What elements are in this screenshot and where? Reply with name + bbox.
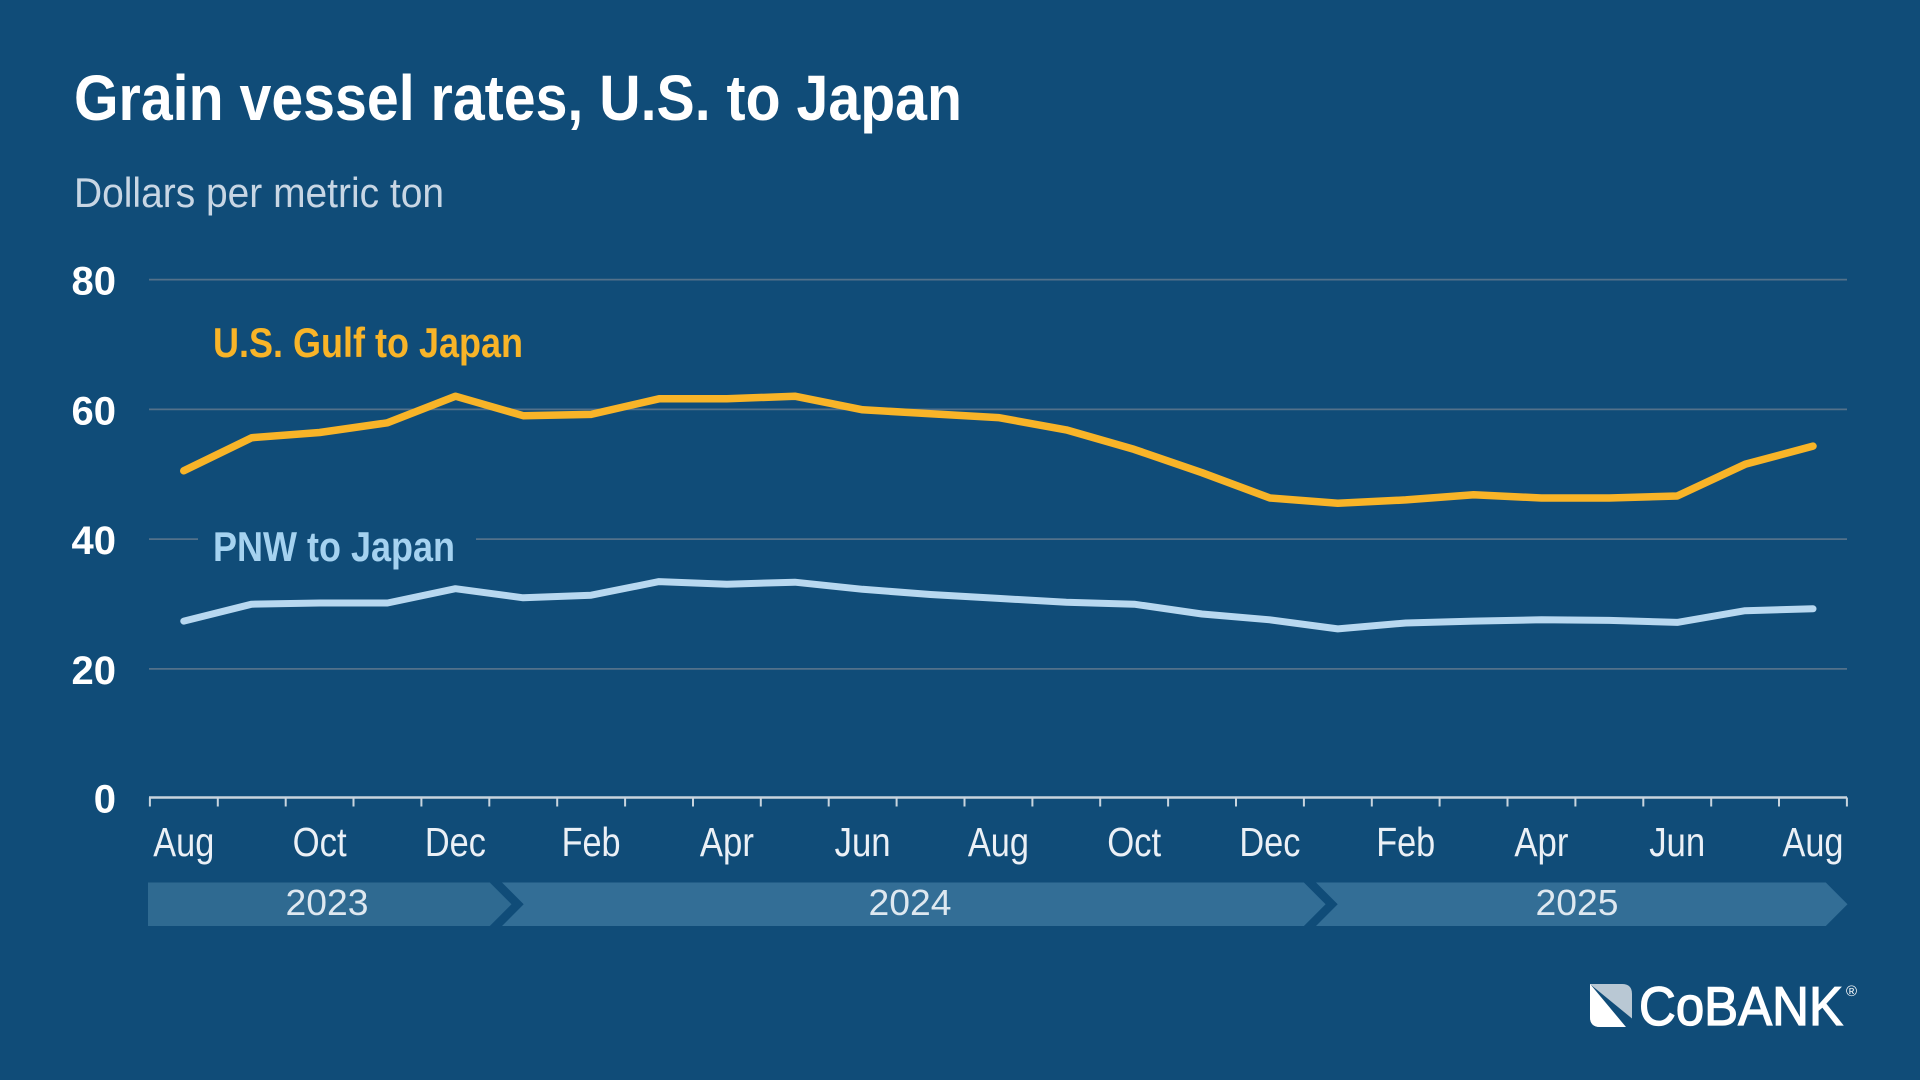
svg-text:Jun: Jun: [835, 819, 891, 865]
svg-text:Dec: Dec: [1239, 819, 1300, 865]
svg-text:Jun: Jun: [1649, 819, 1705, 865]
svg-text:U.S. Gulf to Japan: U.S. Gulf to Japan: [213, 319, 523, 366]
svg-text:Dollars per metric ton: Dollars per metric ton: [74, 169, 444, 216]
svg-text:Apr: Apr: [700, 819, 754, 865]
svg-text:PNW to Japan: PNW to Japan: [213, 523, 455, 570]
svg-text:Oct: Oct: [293, 819, 348, 865]
svg-text:2025: 2025: [1536, 882, 1619, 923]
svg-text:Feb: Feb: [1376, 819, 1435, 865]
svg-text:®: ®: [1846, 983, 1857, 1000]
svg-text:Apr: Apr: [1514, 819, 1568, 865]
svg-text:Oct: Oct: [1107, 819, 1162, 865]
svg-text:Grain vessel rates, U.S. to Ja: Grain vessel rates, U.S. to Japan: [74, 62, 962, 134]
svg-text:20: 20: [72, 649, 117, 693]
svg-text:60: 60: [72, 389, 117, 433]
svg-text:40: 40: [72, 519, 117, 563]
svg-text:Aug: Aug: [153, 819, 214, 865]
svg-text:2024: 2024: [869, 882, 952, 923]
svg-text:Dec: Dec: [425, 819, 486, 865]
svg-text:80: 80: [72, 260, 117, 304]
svg-text:Aug: Aug: [1783, 819, 1844, 865]
svg-text:0: 0: [94, 778, 116, 822]
svg-text:Feb: Feb: [562, 819, 621, 865]
svg-text:2023: 2023: [286, 882, 369, 923]
svg-text:CoBANK: CoBANK: [1639, 976, 1843, 1037]
svg-text:Aug: Aug: [968, 819, 1029, 865]
